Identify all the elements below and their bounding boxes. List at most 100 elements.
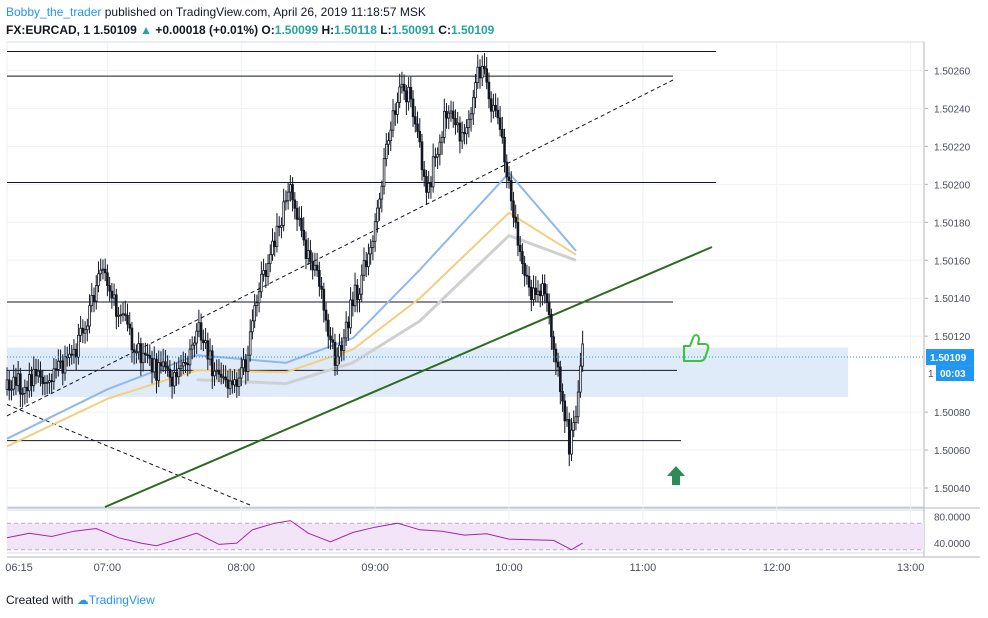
time-tick-label: 09:00 [361,562,389,574]
candle-body [213,370,216,377]
candle-body [231,380,234,386]
ema-mid-line [6,211,577,448]
candle-body [478,66,482,79]
candle-body [159,362,163,367]
candle-body [554,348,558,363]
candle-body [570,429,573,455]
candle-body [197,322,201,332]
candle-body [275,225,279,247]
candle-body [411,98,415,118]
candle-body [268,254,272,265]
candle-body [443,110,446,138]
candle-body [135,351,138,354]
candle-body [322,288,326,311]
candle-body [391,110,395,131]
candle-body [293,199,297,209]
candle-body [474,82,477,99]
candle-body [117,314,120,317]
candle-body [132,349,136,353]
rsi-line [6,520,583,551]
candle-body [338,344,341,358]
candle-body [97,273,100,287]
price-tick-label: 1.50220 [934,142,971,153]
candle-body [264,270,268,277]
candle-body [39,370,42,378]
candle-body [195,330,198,344]
candle-body [527,275,531,288]
candle-body [295,207,299,220]
candle-body [333,341,337,366]
candle-body [458,122,462,142]
candle-body [152,358,156,373]
candle-body [431,156,435,188]
candle-body [318,269,321,287]
candle-body [222,376,225,379]
candle-body [228,380,232,389]
candle-body [43,382,47,385]
candle-body [177,368,181,378]
candle-body [106,272,109,287]
author-link[interactable]: Bobby_the_trader [6,5,102,19]
candle-body [188,348,192,366]
price-tick-label: 1.50160 [934,256,971,267]
candle-body [385,143,388,160]
candle-body [157,362,161,381]
candle-body [373,221,377,242]
candle-body [202,339,205,344]
candle-body [463,132,466,135]
countdown-label: 00:03 [940,369,966,380]
candle-body [284,200,288,203]
symbol-legend: FX:EURCAD, 1 1.50109 ▲ +0.00018 (+0.01%)… [6,23,494,37]
candle-body [123,313,127,316]
candle-body [77,334,80,358]
candle-body [576,391,580,418]
footer-created-with: Created with [6,593,74,607]
candle-body [166,366,169,370]
candle-body [371,240,375,248]
candle-body [349,299,352,329]
candle-body [36,370,40,377]
candle-body [344,321,348,339]
candle-body [121,313,125,316]
candle-body [101,268,105,271]
support-zone [7,347,849,397]
candle-body [320,285,323,290]
tradingview-link[interactable]: TradingView [88,593,155,607]
footer: Created with ☁TradingView [6,593,155,607]
candle-body [119,314,123,317]
ascending-trendline [104,246,713,508]
publish-info: Bobby_the_trader published on TradingVie… [6,5,426,19]
candle-body [306,250,310,259]
candle-body [63,356,67,374]
candle-body [130,327,134,351]
candle-body [242,359,245,369]
candle-body [83,329,87,334]
candle-body [476,66,480,83]
candle-body [65,356,69,359]
rsi-tick-label: 40.0000 [934,539,971,550]
candle-body [14,376,18,386]
candle-body [190,344,194,350]
candle-body [429,182,433,188]
candle-body [5,379,9,390]
candle-body [215,369,219,372]
symbol-label[interactable]: FX:EURCAD, 1 [6,23,91,37]
candle-body [48,380,51,383]
candle-body [530,286,533,300]
candle-body [440,136,444,143]
candle-body [382,158,386,187]
time-tick-label: 06:15 [5,562,33,574]
candle-body [184,362,187,364]
low-value: 1.50091 [391,23,435,37]
candle-body [460,132,464,142]
candle-body [103,268,107,274]
candle-body [480,65,484,79]
candle-body [420,141,424,171]
candle-body [199,322,203,341]
candle-body [186,362,190,366]
candle-body [556,361,560,368]
candle-body [447,112,451,119]
candle-body [304,239,308,259]
candle-body [251,320,254,333]
